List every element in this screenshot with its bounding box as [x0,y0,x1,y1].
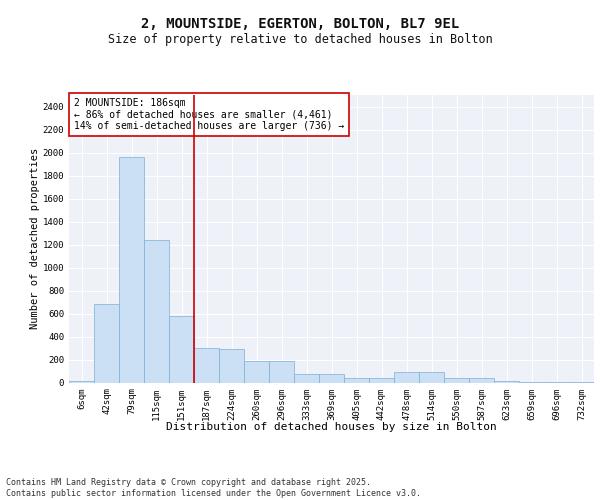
Bar [294,374,319,382]
Bar [494,381,519,382]
Bar [144,240,169,382]
Bar [444,378,469,382]
Text: 2, MOUNTSIDE, EGERTON, BOLTON, BL7 9EL: 2, MOUNTSIDE, EGERTON, BOLTON, BL7 9EL [141,18,459,32]
Bar [369,378,394,382]
Bar [344,378,369,382]
Bar [269,360,294,382]
Bar [419,372,444,382]
Bar [394,372,419,382]
Y-axis label: Number of detached properties: Number of detached properties [30,148,40,330]
Bar [194,348,219,382]
Text: Contains HM Land Registry data © Crown copyright and database right 2025.
Contai: Contains HM Land Registry data © Crown c… [6,478,421,498]
Bar [119,157,144,382]
Bar [94,304,119,382]
Bar [244,360,269,382]
X-axis label: Distribution of detached houses by size in Bolton: Distribution of detached houses by size … [166,422,497,432]
Bar [319,374,344,382]
Bar [169,316,194,382]
Bar [219,348,244,382]
Text: Size of property relative to detached houses in Bolton: Size of property relative to detached ho… [107,32,493,46]
Text: 2 MOUNTSIDE: 186sqm
← 86% of detached houses are smaller (4,461)
14% of semi-det: 2 MOUNTSIDE: 186sqm ← 86% of detached ho… [74,98,344,131]
Bar [469,378,494,382]
